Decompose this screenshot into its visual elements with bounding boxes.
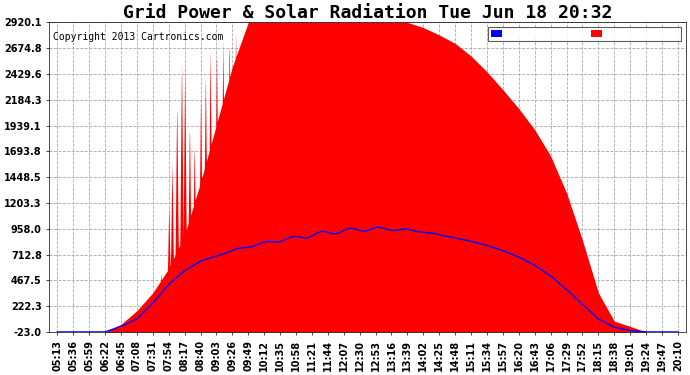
Text: Copyright 2013 Cartronics.com: Copyright 2013 Cartronics.com <box>52 32 223 42</box>
Legend: Radiation (w/m2), Grid (AC Watts): Radiation (w/m2), Grid (AC Watts) <box>488 27 681 41</box>
Title: Grid Power & Solar Radiation Tue Jun 18 20:32: Grid Power & Solar Radiation Tue Jun 18 … <box>123 4 612 22</box>
